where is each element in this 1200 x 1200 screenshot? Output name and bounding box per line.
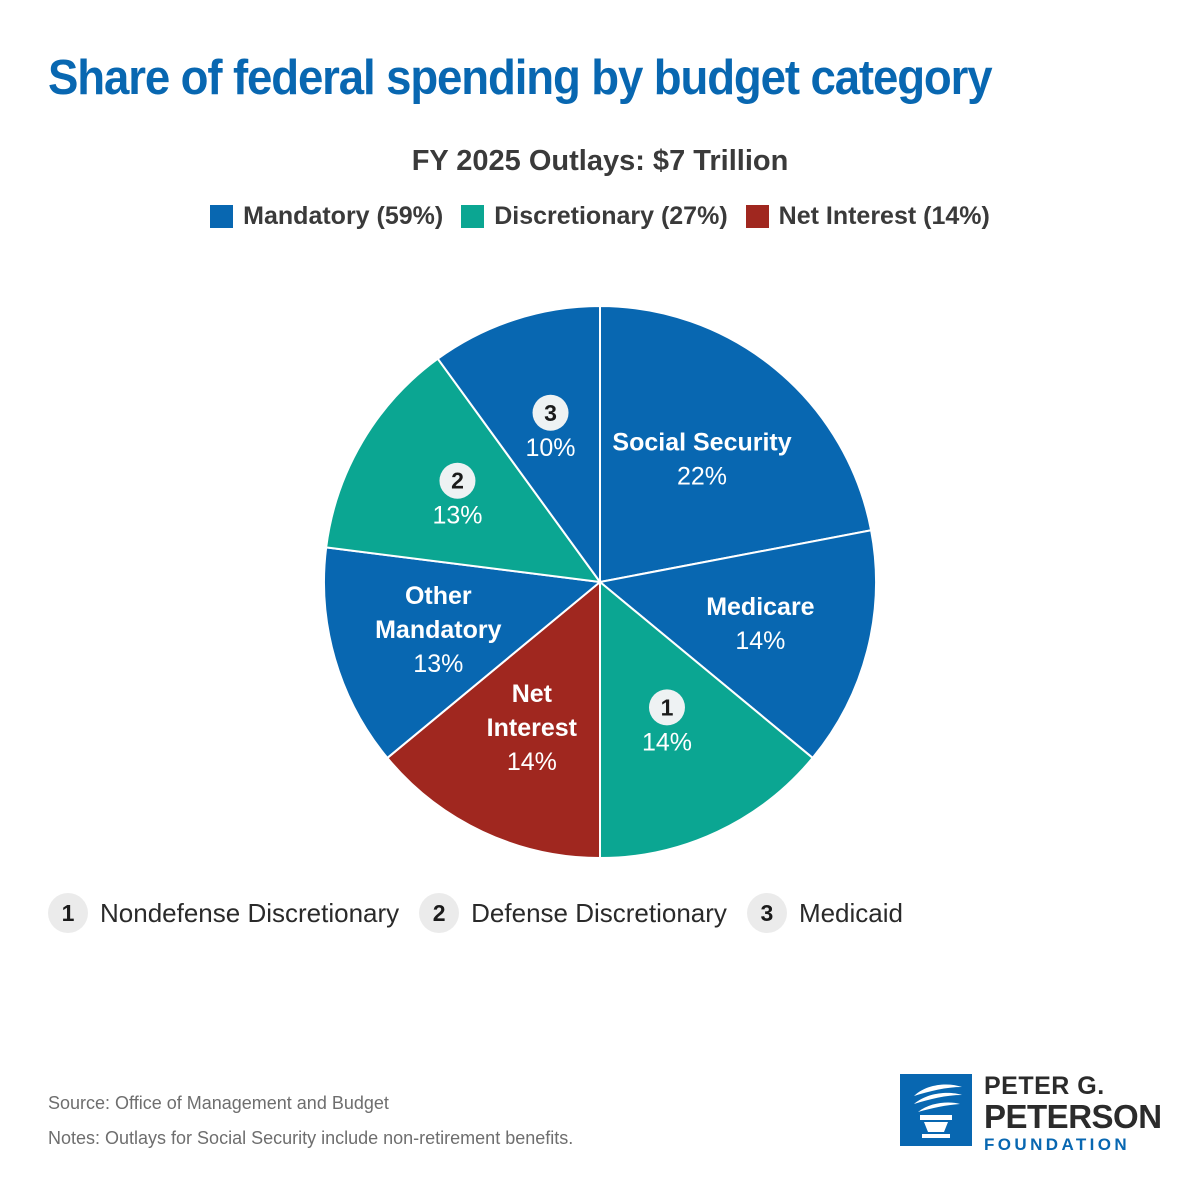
slice-marker-badge bbox=[532, 394, 569, 431]
slice-label-net-interest: Net Interest 14% bbox=[487, 680, 578, 776]
slice-name-text: Other bbox=[405, 582, 472, 610]
slice-marker-badge bbox=[439, 462, 476, 499]
slice-value-text: 13% bbox=[432, 502, 482, 530]
footnote-label: Defense Discretionary bbox=[471, 897, 727, 928]
legend-label: Net Interest (14%) bbox=[778, 202, 990, 230]
slice-value-text: 14% bbox=[735, 627, 785, 655]
slice-marker-number: 1 bbox=[661, 694, 674, 720]
slice-marker-badge bbox=[648, 689, 685, 726]
foundation-logo: PETER G. PETERSON FOUNDATION bbox=[900, 1074, 1162, 1153]
pie-slice-medicare bbox=[597, 529, 877, 760]
logo-line-1: PETER G. bbox=[984, 1072, 1105, 1100]
slice-label-other-mandatory: Other Mandatory 13% bbox=[375, 582, 502, 678]
slice-name-text: Interest bbox=[487, 714, 578, 742]
chart-subtitle: FY 2025 Outlays: $7 Trillion bbox=[411, 145, 789, 177]
footnote-number-badge: 1 bbox=[48, 893, 88, 933]
slice-name-text: Mandatory bbox=[375, 616, 502, 644]
slice-marker-number: 3 bbox=[544, 400, 557, 426]
footnote-key: 1 Nondefense Discretionary 2 Defense Dis… bbox=[48, 893, 903, 933]
chart-title: Share of federal spending by budget cate… bbox=[48, 51, 993, 105]
slice-label-medicaid: 310% bbox=[526, 394, 576, 462]
footnote-label: Medicaid bbox=[798, 897, 903, 928]
slice-value-text: 14% bbox=[507, 748, 557, 776]
logo-line-3: FOUNDATION bbox=[984, 1135, 1131, 1154]
pie-slice-social-security bbox=[599, 304, 873, 584]
slice-name-text: Social Security bbox=[612, 429, 791, 457]
legend-swatch bbox=[745, 205, 769, 228]
legend-label: Mandatory (59%) bbox=[243, 202, 444, 230]
legend: Mandatory (59%) Discretionary (27%) Net … bbox=[0, 202, 1200, 231]
legend-item-discretionary: Discretionary (27%) bbox=[461, 202, 728, 231]
footnote-item: 2 Defense Discretionary bbox=[419, 893, 727, 933]
legend-swatch bbox=[461, 205, 485, 228]
legend-item-net-interest: Net Interest (14%) bbox=[745, 202, 990, 231]
slice-label-nondefense-discretionary: 114% bbox=[642, 689, 692, 756]
pie-slice-net-interest bbox=[385, 579, 601, 860]
logo-wordmark: PETER G. PETERSON FOUNDATION bbox=[984, 1072, 1162, 1154]
legend-swatch bbox=[210, 205, 234, 228]
slice-value-text: 10% bbox=[526, 434, 576, 462]
footnote-item: 1 Nondefense Discretionary bbox=[48, 893, 399, 933]
legend-item-mandatory: Mandatory (59%) bbox=[210, 202, 443, 231]
pie-slice-other-mandatory bbox=[323, 546, 603, 760]
slice-marker-number: 2 bbox=[451, 468, 464, 494]
torch-icon bbox=[900, 1074, 972, 1146]
slice-name-text: Net bbox=[512, 680, 553, 708]
slice-value-text: 13% bbox=[413, 650, 463, 678]
slice-value-text: 14% bbox=[642, 728, 692, 756]
notes-text: Notes: Outlays for Social Security inclu… bbox=[48, 1128, 574, 1148]
slice-label-defense-discretionary: 213% bbox=[432, 462, 482, 530]
legend-label: Discretionary (27%) bbox=[494, 202, 728, 230]
pie-slice-nondefense-discretionary bbox=[599, 579, 815, 860]
pie-slice-medicaid bbox=[436, 304, 601, 586]
logo-line-2: PETERSON bbox=[984, 1098, 1162, 1135]
footnote-item: 3 Medicaid bbox=[746, 893, 903, 933]
slice-value-text: 22% bbox=[677, 463, 727, 491]
slice-label-social-security: Social Security 22% bbox=[612, 429, 791, 491]
footnote-number-badge: 3 bbox=[746, 893, 787, 933]
slice-name-text: Medicare bbox=[706, 593, 814, 621]
footnote-label: Nondefense Discretionary bbox=[100, 897, 400, 928]
source-note: Source: Office of Management and Budget bbox=[48, 1093, 389, 1113]
slice-label-medicare: Medicare 14% bbox=[706, 593, 814, 655]
footnote-number-badge: 2 bbox=[419, 893, 460, 933]
